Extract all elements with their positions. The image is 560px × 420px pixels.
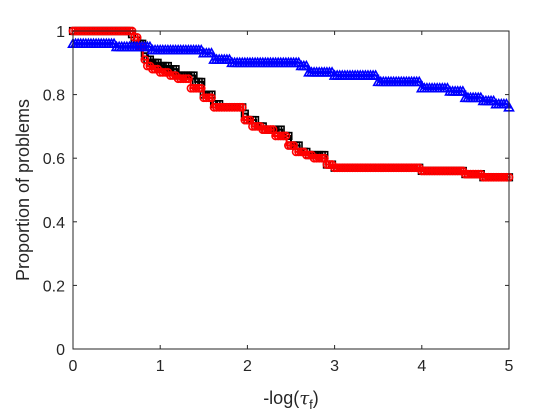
y-tick-label: 0.8 (43, 88, 65, 105)
y-tick-label: 0.6 (43, 151, 65, 168)
series-marker (456, 85, 469, 96)
series-marker (502, 172, 511, 182)
series-marker (205, 47, 218, 58)
series-marker (314, 153, 324, 163)
x-axis-label-suffix: ) (313, 388, 319, 408)
x-tick-label: 4 (417, 358, 426, 375)
series-layer (67, 26, 515, 182)
series-marker (413, 75, 426, 87)
series-marker (184, 74, 193, 84)
series-marker (240, 115, 250, 125)
plot-frame (72, 30, 510, 350)
x-axis-label: -log(τf) (263, 388, 319, 412)
series-marker (322, 160, 332, 169)
series-marker (237, 102, 247, 112)
series-marker (284, 141, 293, 150)
series-marker (409, 163, 419, 173)
series-2 (67, 37, 515, 112)
x-axis-label-prefix: -log( (263, 388, 299, 408)
series-marker (294, 147, 304, 157)
series-marker (369, 69, 382, 80)
series-marker (278, 131, 288, 141)
series-marker (301, 150, 311, 160)
series-line (73, 30, 509, 179)
series-marker (276, 131, 286, 141)
series-marker (204, 93, 214, 103)
series-marker (250, 122, 260, 131)
series-marker (453, 166, 463, 176)
series-line (73, 30, 509, 179)
x-tick-label: 5 (505, 358, 514, 375)
y-tick-label: 0 (56, 342, 65, 359)
series-marker (281, 131, 291, 141)
x-axis-label-symbol: τ (299, 388, 310, 409)
series-marker (191, 83, 201, 93)
series-marker (286, 141, 296, 150)
series-marker (178, 74, 188, 84)
x-tick-label: 0 (69, 358, 78, 375)
series-line (73, 42, 510, 108)
series-marker (148, 64, 157, 74)
series-marker (232, 102, 242, 112)
y-tick-label: 0.4 (43, 215, 65, 232)
series-marker (181, 74, 191, 84)
series-marker (317, 153, 327, 163)
y-axis-label: Proportion of problems (13, 99, 33, 281)
series-marker (499, 172, 509, 182)
series-marker (166, 71, 175, 80)
series-marker (242, 115, 252, 125)
tick-layer: 0 1 2 3 4 5 0 0.2 0.4 0.6 0.8 1 (43, 24, 514, 375)
series-marker (158, 67, 168, 77)
series-marker (471, 169, 481, 179)
series-marker (263, 125, 273, 134)
series-marker (266, 125, 275, 134)
series-marker (235, 102, 245, 112)
x-tick-label: 2 (243, 358, 252, 375)
x-tick-label: 1 (156, 358, 165, 375)
series-marker (201, 93, 211, 103)
y-tick-label: 1 (56, 24, 65, 41)
x-tick-label: 3 (330, 358, 339, 375)
series-marker (194, 83, 204, 93)
series-marker (196, 83, 206, 93)
x-axis-label-subscript: f (309, 397, 313, 412)
series-marker (207, 93, 216, 103)
series-marker (300, 59, 313, 71)
y-tick-label: 0.2 (43, 278, 65, 295)
